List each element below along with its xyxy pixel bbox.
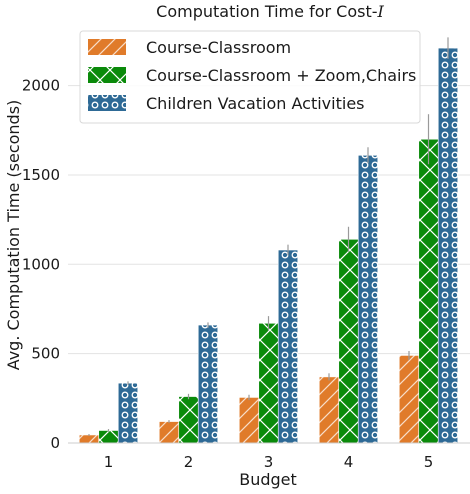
chart-title-text: Computation Time for Cost- bbox=[156, 2, 377, 21]
y-tick-label-0: 0 bbox=[50, 434, 60, 452]
x-tick-label-3: 3 bbox=[264, 453, 274, 471]
bar-s1-5 bbox=[418, 138, 439, 444]
x-tick-label-4: 4 bbox=[344, 453, 354, 471]
bar-s2-3 bbox=[277, 249, 299, 444]
chart-title: Computation Time for Cost-I bbox=[156, 2, 384, 21]
bar-s1-3 bbox=[258, 322, 279, 444]
legend-label-zoom-chairs: Course-Classroom + Zoom,Chairs bbox=[146, 66, 416, 85]
bar-s2-5 bbox=[437, 47, 459, 444]
bar-s2-2 bbox=[197, 324, 219, 444]
bar-s1-2 bbox=[178, 396, 199, 444]
legend-box bbox=[79, 30, 421, 124]
legend-label-course-classroom: Course-Classroom bbox=[146, 38, 291, 57]
legend-swatch-zoom-chairs bbox=[88, 67, 126, 83]
bar-s2-1 bbox=[117, 382, 139, 444]
legend-label-children-vacation: Children Vacation Activities bbox=[146, 94, 365, 113]
bar-s0-1 bbox=[78, 434, 100, 444]
bar-s0-2 bbox=[158, 421, 180, 444]
x-tick-label-2: 2 bbox=[184, 453, 194, 471]
x-tick-label-1: 1 bbox=[104, 453, 114, 471]
bar-s1-4 bbox=[338, 238, 359, 444]
x-tick-labels: 1 2 3 4 5 bbox=[104, 453, 434, 471]
y-tick-label-1500: 1500 bbox=[22, 166, 60, 184]
legend: Course-Classroom Course-Classroom + Zoom… bbox=[79, 30, 421, 124]
y-tick-label-2000: 2000 bbox=[22, 77, 60, 95]
error-bars bbox=[88, 37, 449, 436]
chart-title-math: I bbox=[377, 2, 385, 21]
y-tick-label-1000: 1000 bbox=[22, 255, 60, 273]
x-tick-label-5: 5 bbox=[424, 453, 434, 471]
bar-s0-5 bbox=[398, 355, 420, 444]
bar-s2-4 bbox=[357, 155, 379, 444]
y-tick-labels: 0 500 1000 1500 2000 bbox=[22, 77, 60, 452]
legend-swatch-course-classroom bbox=[88, 39, 126, 55]
y-axis-label: Avg. Computation Time (seconds) bbox=[4, 100, 23, 371]
y-tick-label-500: 500 bbox=[31, 345, 60, 363]
bar-s0-4 bbox=[318, 376, 340, 444]
bar-s0-3 bbox=[238, 397, 260, 444]
bars bbox=[78, 47, 459, 444]
bar-s1-1 bbox=[98, 430, 119, 444]
legend-swatch-children-vacation bbox=[88, 95, 126, 111]
x-axis-label: Budget bbox=[239, 470, 297, 489]
